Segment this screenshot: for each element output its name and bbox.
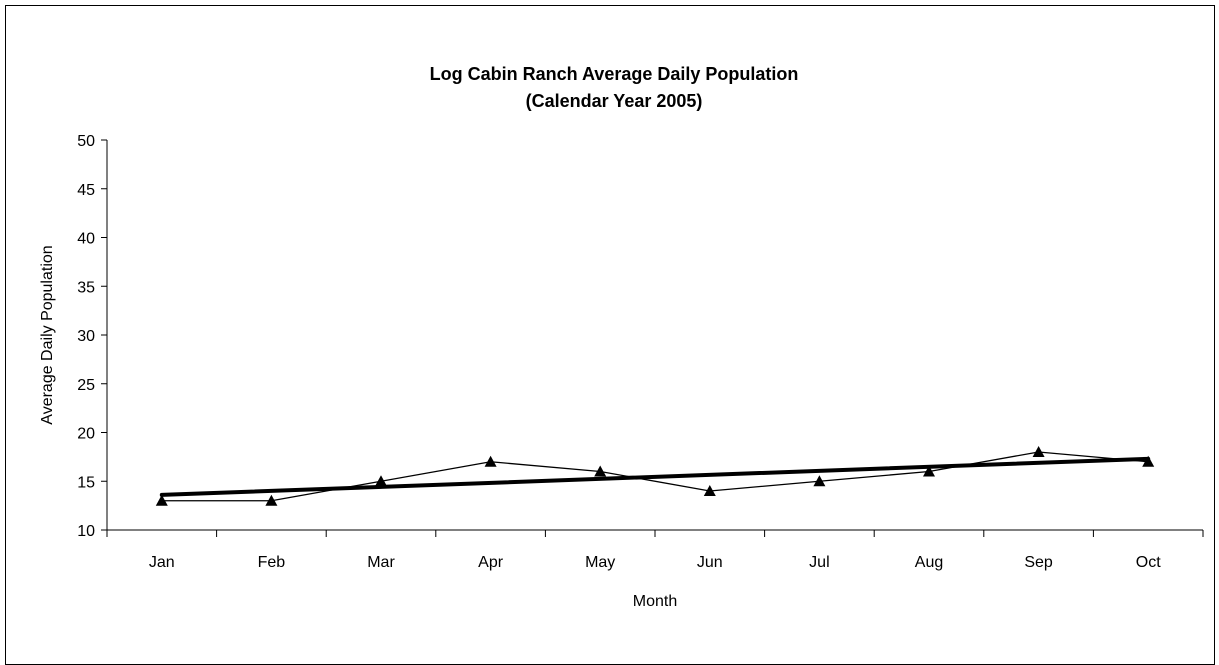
chart-title: Log Cabin Ranch Average Daily Population: [430, 64, 799, 84]
x-tick-label: Sep: [1024, 554, 1053, 571]
trendline: [159, 456, 1151, 497]
y-tick-label: 20: [77, 426, 95, 443]
y-tick-label: 30: [77, 328, 95, 345]
y-axis-ticks: 10 15 20 25 30 35 40 45 50: [77, 133, 107, 540]
y-tick-label: 40: [77, 231, 95, 248]
x-tick-label: Aug: [915, 554, 943, 571]
x-tick-label: May: [585, 554, 615, 571]
y-tick-label: 35: [77, 279, 95, 296]
x-tick-label: Jul: [809, 554, 829, 571]
x-tick-label: Mar: [367, 554, 395, 571]
data-point-marker: [813, 475, 826, 487]
x-axis-title: Month: [633, 593, 677, 610]
y-tick-label: 50: [77, 133, 95, 150]
x-tick-label: Apr: [478, 554, 504, 571]
x-tick-label: Oct: [1136, 554, 1161, 571]
series-line: [161, 451, 1149, 502]
trendline-group: [159, 456, 1151, 497]
x-tick-label: Jun: [697, 554, 723, 571]
chart-svg: Log Cabin Ranch Average Daily Population…: [39, 64, 1204, 610]
y-axis-title: Average Daily Population: [39, 245, 56, 424]
data-point-marker: [155, 494, 168, 506]
axes: [106, 140, 1203, 531]
series-group: [155, 446, 1155, 506]
data-point-marker: [1032, 446, 1045, 457]
data-point-marker: [703, 485, 716, 496]
y-tick-label: 10: [77, 523, 95, 540]
chart-subtitle: (Calendar Year 2005): [526, 91, 703, 111]
data-point-marker: [594, 465, 607, 477]
data-point-marker: [375, 475, 387, 487]
data-point-marker: [265, 494, 278, 506]
data-point-marker: [484, 455, 497, 467]
y-tick-label: 15: [77, 474, 95, 491]
x-axis-ticks: Jan Feb Mar Apr May Jun Jul Aug Sep Oct: [106, 530, 1204, 571]
chart-frame: [5, 5, 1215, 665]
data-point-marker: [923, 465, 935, 477]
x-tick-label: Jan: [149, 554, 175, 571]
data-point-marker: [1142, 455, 1155, 467]
x-tick-label: Feb: [258, 554, 286, 571]
y-tick-label: 45: [77, 182, 95, 199]
y-tick-label: 25: [77, 377, 95, 394]
